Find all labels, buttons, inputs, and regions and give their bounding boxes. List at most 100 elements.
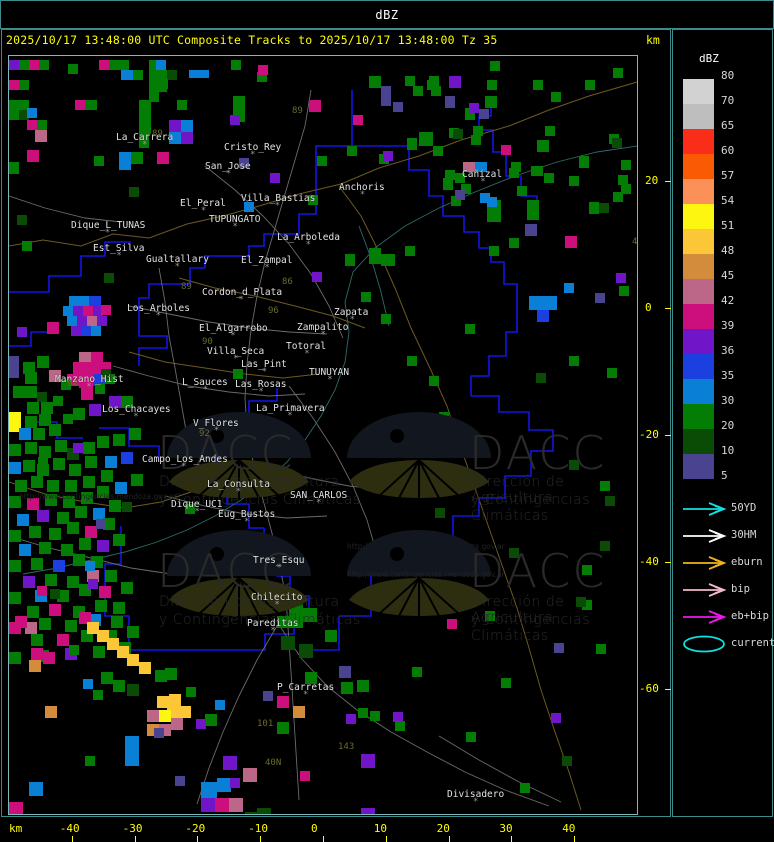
- colorbar-level-label: 36: [721, 344, 735, 357]
- map-place-label: La_Consulta: [207, 479, 270, 490]
- x-axis-tick: [197, 836, 199, 842]
- radar-echo-cell: [19, 80, 29, 90]
- map-place-marker: *: [327, 375, 333, 385]
- map-route-label: 89: [152, 129, 163, 139]
- legend-item[interactable]: eb+bip: [679, 604, 774, 631]
- map-place-marker: *: [304, 349, 310, 359]
- track-arrow-icon: [683, 556, 727, 570]
- radar-echo-cell: [27, 498, 39, 510]
- legend-item[interactable]: current: [679, 631, 774, 658]
- colorbar-level-label: 60: [721, 144, 735, 157]
- radar-echo-cell: [85, 526, 97, 538]
- radar-echo-cell: [369, 76, 381, 88]
- radar-echo-cell: [39, 414, 51, 426]
- colorbar-gradient[interactable]: [683, 79, 714, 479]
- radar-echo-cell: [461, 184, 471, 194]
- radar-echo-cell: [230, 115, 240, 125]
- radar-echo-cell: [599, 203, 609, 213]
- radar-echo-cell: [67, 522, 79, 534]
- colorbar-swatch: [683, 379, 714, 404]
- map-place-label: Los_Chacayes: [102, 404, 171, 415]
- radar-echo-cell: [305, 672, 317, 684]
- colorbar-swatch: [683, 129, 714, 154]
- radar-echo-cell: [67, 316, 77, 326]
- radar-echo-cell: [95, 384, 105, 394]
- radar-echo-cell: [407, 138, 417, 150]
- radar-echo-cell: [53, 396, 63, 406]
- map-place-label: El_Algarrobo: [199, 323, 268, 334]
- radar-echo-cell: [139, 100, 151, 120]
- radar-echo-cell: [38, 457, 48, 467]
- y-axis-tick-label: 0: [645, 301, 652, 314]
- radar-echo-cell: [169, 132, 181, 144]
- colorbar-swatch: [683, 154, 714, 179]
- x-axis-tick-label: -20: [185, 822, 206, 835]
- radar-echo-cell: [41, 402, 53, 414]
- colorbar-level-label: 51: [721, 219, 735, 232]
- map-place-label: Tres_Esqu: [253, 555, 305, 566]
- legend-item[interactable]: 50YD: [679, 496, 774, 523]
- radar-echo-cell: [339, 666, 351, 678]
- legend-item[interactable]: bip: [679, 577, 774, 604]
- track-legend: 50YD 30HM eburn bip eb+bip current: [679, 496, 774, 658]
- radar-echo-cell: [85, 756, 95, 766]
- radar-echo-cell: [569, 176, 579, 186]
- map-place-label: La_Carrera: [116, 132, 174, 143]
- colorbar-swatch: [683, 104, 714, 129]
- radar-echo-cell: [17, 215, 27, 225]
- radar-map-canvas[interactable]: DACC Dirección de Agricultura y Continge…: [8, 55, 638, 815]
- map-place-label: Cordon_d_Plata: [202, 287, 283, 298]
- radar-echo-cell: [451, 196, 461, 206]
- radar-echo-cell: [37, 464, 49, 476]
- radar-echo-cell: [121, 582, 133, 594]
- radar-echo-cell: [270, 173, 280, 183]
- radar-echo-cell: [79, 538, 91, 550]
- radar-echo-cell: [71, 326, 81, 336]
- legend-item[interactable]: eburn: [679, 550, 774, 577]
- radar-echo-cell: [303, 608, 317, 622]
- map-place-marker: *: [270, 626, 276, 636]
- map-place-label: L_Sauces: [182, 377, 228, 388]
- radar-echo-cell: [113, 680, 125, 692]
- radar-echo-cell: [17, 514, 29, 526]
- y-axis-tick-label: 20: [645, 174, 659, 187]
- radar-echo-cell: [466, 732, 476, 742]
- radar-echo-cell: [155, 670, 167, 682]
- radar-echo-cell: [83, 442, 95, 454]
- y-axis-tick: [665, 435, 671, 436]
- radar-echo-cell: [487, 197, 497, 207]
- radar-echo-cell: [447, 619, 457, 629]
- legend-item[interactable]: 30HM: [679, 523, 774, 550]
- radar-echo-cell: [85, 100, 97, 110]
- radar-echo-cell: [353, 115, 363, 125]
- map-place-label: Cañizal: [462, 169, 503, 180]
- radar-echo-cell: [205, 714, 217, 726]
- map-place-label: Cristo_Rey: [224, 142, 282, 153]
- radar-echo-cell: [111, 616, 123, 628]
- map-place-marker: *: [194, 507, 200, 517]
- colorbar-level-label: 45: [721, 269, 735, 282]
- radar-echo-cell: [277, 616, 289, 628]
- map-place-marker: *: [233, 354, 239, 364]
- radar-echo-cell: [105, 456, 117, 468]
- radar-echo-cell: [154, 728, 164, 738]
- radar-echo-cell: [177, 100, 187, 110]
- colorbar-swatch: [683, 79, 714, 104]
- radar-echo-cell: [104, 273, 114, 283]
- radar-echo-cell: [67, 576, 79, 588]
- radar-echo-cell: [281, 636, 295, 650]
- radar-echo-cell: [9, 592, 21, 604]
- map-place-label: Divisadero: [447, 789, 505, 800]
- radar-echo-cell: [621, 184, 631, 194]
- radar-echo-cell: [9, 560, 21, 572]
- map-place-label: Est_Silva: [93, 243, 145, 254]
- radar-echo-cell: [361, 754, 375, 768]
- radar-echo-cell: [201, 798, 215, 812]
- y-axis-tick: [665, 181, 671, 182]
- x-axis-tick: [574, 836, 576, 842]
- radar-echo-cell: [257, 808, 271, 814]
- radar-echo-cell: [551, 92, 561, 102]
- radar-echo-cell: [125, 736, 139, 766]
- map-place-marker: *: [316, 498, 322, 508]
- map-place-marker: *: [104, 228, 111, 238]
